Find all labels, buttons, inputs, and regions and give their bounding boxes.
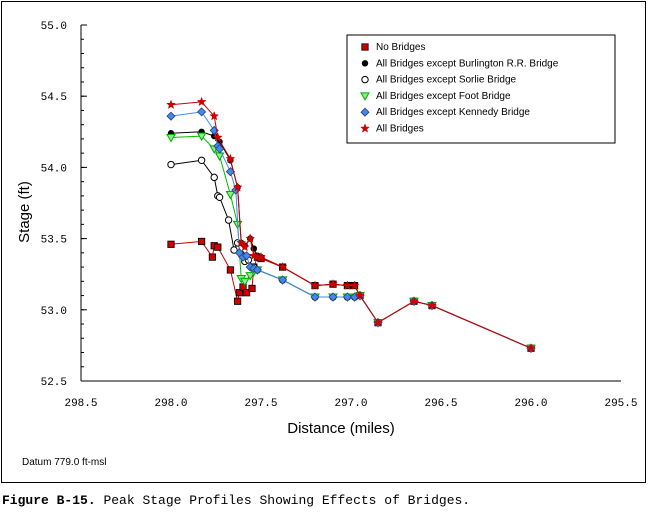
- y-tick-label: 54.0: [41, 163, 67, 175]
- axes: 52.5 53.0 53.5 54.0 54.5 55.0 298.5 298.0 297.5 2…: [41, 21, 638, 410]
- data-point: [373, 317, 383, 327]
- series-line: [170, 111, 532, 349]
- legend-entry: No Bridges: [361, 42, 425, 53]
- legend-entry: All Bridges: [360, 123, 424, 135]
- legend-box: [346, 34, 616, 144]
- data-point: [328, 292, 338, 302]
- legend: No Bridges All Bridges except Burlington …: [346, 34, 616, 144]
- stage-profile-chart: 52.5 53.0 53.5 54.0 54.5 55.0 298.5 298.0 297.5 2…: [16, 21, 638, 437]
- series-3: [166, 132, 536, 354]
- data-point: [167, 240, 175, 248]
- data-point: [245, 233, 256, 243]
- series-layer: [166, 96, 536, 354]
- data-point: [278, 275, 288, 285]
- data-point: [196, 132, 207, 142]
- series-2: [167, 156, 535, 352]
- data-point: [167, 160, 175, 169]
- data-point: [197, 107, 207, 117]
- data-point: [427, 300, 437, 310]
- legend-entry: All Bridges except Burlington R.R. Bridg…: [361, 58, 559, 69]
- data-point: [225, 153, 236, 164]
- x-axis-label: Distance (miles): [287, 420, 395, 437]
- data-point: [328, 278, 338, 289]
- figure-number: Figure B-15.: [2, 493, 96, 508]
- data-point: [166, 111, 176, 121]
- legend-entry: All Bridges except Foot Bridge: [360, 91, 511, 102]
- data-point: [166, 133, 176, 143]
- data-point: [409, 296, 419, 306]
- data-point: [210, 173, 218, 182]
- y-tick-label: 53.0: [41, 306, 67, 318]
- data-point: [215, 144, 225, 154]
- figure-caption: Figure B-15. Peak Stage Profiles Showing…: [2, 493, 470, 508]
- legend-marker: [360, 92, 370, 101]
- legend-label: All Bridges except Foot Bridge: [376, 91, 511, 102]
- legend-label: All Bridges except Burlington R.R. Bridg…: [376, 58, 559, 69]
- x-tick-label: 296.0: [514, 398, 547, 410]
- data-point: [166, 99, 176, 109]
- data-point: [310, 280, 320, 290]
- y-tick-label: 52.5: [41, 377, 67, 389]
- data-point: [209, 110, 220, 121]
- datum-note: Datum 779.0 ft-msl: [22, 457, 107, 468]
- series-1: [167, 128, 535, 352]
- x-tick-label: 296.5: [424, 398, 457, 410]
- data-point: [236, 237, 247, 248]
- x-tick-label: 297.0: [334, 398, 367, 410]
- series-line: [170, 159, 532, 349]
- data-point: [248, 284, 256, 293]
- data-point: [197, 156, 206, 164]
- legend-label: All Bridges: [376, 124, 424, 135]
- y-tick-label: 53.5: [41, 235, 67, 247]
- figure-title: Peak Stage Profiles Showing Effects of B…: [103, 493, 471, 508]
- data-point: [342, 292, 352, 302]
- data-point: [239, 277, 250, 287]
- data-point: [256, 251, 266, 262]
- legend-label: All Bridges except Kennedy Bridge: [376, 107, 530, 118]
- series-line: [170, 131, 532, 349]
- data-point: [208, 253, 216, 261]
- data-point: [230, 246, 238, 254]
- legend-entry: All Bridges except Kennedy Bridge: [360, 107, 530, 118]
- data-point: [232, 182, 243, 192]
- data-point: [242, 289, 251, 297]
- x-tick-label: 295.5: [604, 398, 637, 410]
- data-point: [235, 289, 243, 297]
- y-tick-label: 55.0: [41, 21, 67, 33]
- x-tick-label: 298.0: [154, 398, 187, 410]
- data-point: [310, 292, 320, 302]
- x-tick-label: 297.5: [244, 398, 277, 410]
- data-point: [239, 241, 250, 252]
- legend-marker: [361, 60, 369, 67]
- legend-marker: [361, 43, 369, 51]
- data-point: [214, 243, 222, 251]
- legend-label: All Bridges except Sorlie Bridge: [376, 75, 517, 86]
- data-point: [233, 297, 242, 305]
- legend-marker: [361, 75, 369, 84]
- data-point: [224, 216, 233, 224]
- data-point: [526, 343, 536, 353]
- legend-marker: [360, 123, 370, 133]
- legend-marker: [360, 107, 370, 117]
- data-point: [355, 290, 365, 300]
- data-point: [225, 190, 236, 200]
- data-point: [277, 261, 288, 272]
- data-point: [252, 265, 262, 275]
- series-5: [166, 96, 536, 353]
- data-point: [212, 132, 223, 142]
- legend-label: No Bridges: [376, 42, 425, 53]
- y-axis-label: Stage (ft): [16, 181, 33, 243]
- data-point: [226, 266, 234, 274]
- x-tick-label: 298.5: [64, 398, 97, 410]
- data-point: [349, 280, 360, 290]
- series-line: [170, 135, 532, 349]
- data-point: [196, 96, 207, 107]
- legend-entry: All Bridges except Sorlie Bridge: [361, 75, 517, 86]
- y-tick-label: 54.5: [41, 92, 67, 104]
- data-point: [197, 237, 206, 246]
- data-point: [245, 272, 256, 281]
- data-point: [215, 193, 224, 202]
